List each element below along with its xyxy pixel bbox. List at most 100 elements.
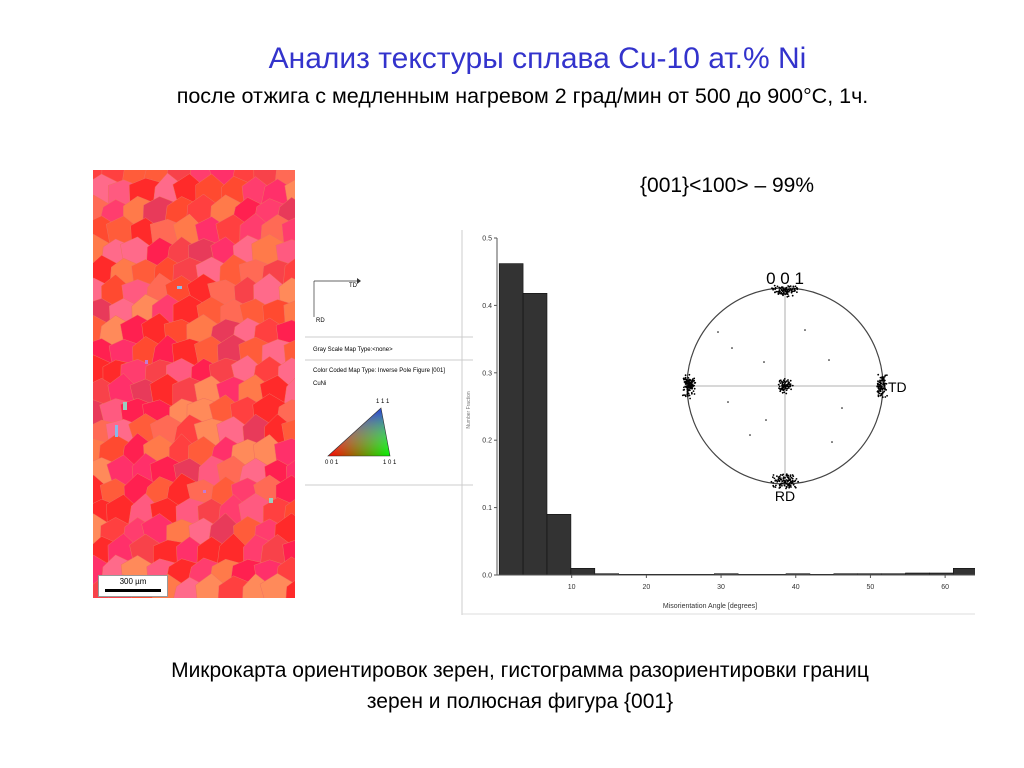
histogram-bar — [952, 567, 978, 576]
pole-point — [693, 393, 696, 395]
pole-point — [689, 378, 691, 381]
x-axis-label: Misorientation Angle [degrees] — [663, 603, 757, 610]
pole-point — [683, 386, 685, 389]
legend-graphic — [305, 278, 473, 486]
pole-point — [784, 477, 786, 479]
pole-point — [683, 378, 685, 381]
pole-point — [789, 484, 791, 487]
pole-point — [787, 381, 790, 383]
pole-point — [689, 386, 692, 388]
slide-caption: Микрокарта ориентировок зерен, гистограм… — [0, 655, 1024, 717]
pole-point — [783, 288, 785, 291]
pole-point — [877, 395, 880, 398]
pole-point — [687, 395, 689, 397]
pole-point — [778, 289, 781, 291]
histogram-bar — [546, 513, 572, 576]
pole-point — [841, 407, 843, 409]
pole-point — [785, 293, 787, 295]
x-tick-label: 50 — [867, 584, 875, 591]
pole-point — [783, 378, 786, 380]
pole-point — [781, 384, 784, 387]
pole-point — [785, 288, 788, 291]
y-tick-label: 0.1 — [482, 505, 492, 512]
pole-point — [777, 383, 780, 386]
slide-subtitle: после отжига с медленным нагревом 2 град… — [176, 84, 869, 108]
pole-point — [883, 381, 885, 383]
pole-point — [879, 379, 881, 382]
pole-point — [881, 396, 884, 399]
pole-point — [771, 287, 773, 289]
pole-point — [877, 387, 880, 390]
pole-figure-td-label: TD — [888, 379, 907, 395]
pole-point — [691, 386, 693, 389]
pole-point — [778, 477, 781, 479]
pole-point — [878, 392, 881, 395]
pole-point — [681, 394, 684, 397]
pole-point — [779, 484, 781, 487]
ipf-corner-101: 1 0 1 — [383, 460, 397, 466]
pole-point — [879, 382, 882, 385]
pole-point — [781, 387, 783, 390]
pole-point — [789, 288, 792, 290]
pole-point — [879, 388, 882, 391]
pole-point — [777, 293, 780, 295]
pole-point — [773, 284, 776, 287]
pole-point — [779, 477, 782, 479]
pole-point — [790, 486, 792, 488]
pole-point — [785, 286, 788, 289]
pole-point — [684, 395, 687, 398]
pole-point — [788, 285, 791, 288]
pole-point — [884, 388, 886, 391]
pole-point — [780, 478, 783, 481]
pole-point — [774, 486, 777, 488]
y-tick-label: 0.2 — [482, 438, 492, 445]
pole-point — [690, 384, 693, 387]
pole-point — [778, 290, 781, 293]
pole-point — [786, 293, 789, 296]
y-tick-label: 0.5 — [482, 236, 492, 243]
pole-point — [796, 291, 798, 294]
pole-point — [784, 387, 787, 390]
pole-point — [791, 474, 794, 476]
pole-point — [787, 379, 789, 381]
histogram-bar — [522, 292, 548, 576]
legend-rd-label: RD — [316, 318, 325, 324]
pole-point — [778, 286, 781, 289]
pole-point — [781, 484, 783, 487]
pole-point — [787, 288, 790, 291]
x-tick-label: 60 — [941, 584, 949, 591]
phase-name: CuNi — [313, 381, 327, 387]
pole-point — [783, 385, 786, 387]
texture-component-label: {001}<100> – 99% — [640, 174, 815, 197]
pole-point — [690, 382, 693, 385]
grain — [285, 580, 295, 598]
pole-point — [886, 394, 888, 397]
pole-point — [788, 383, 791, 386]
pole-point — [783, 293, 785, 295]
pole-point — [765, 419, 767, 421]
ipf-corner-111: 1 1 1 — [376, 399, 390, 405]
pole-figure-001: 0 0 1 TD RD — [681, 269, 907, 504]
pole-point — [883, 379, 885, 382]
minor-grain — [177, 286, 182, 289]
pole-point — [772, 288, 774, 291]
pole-point — [791, 384, 794, 387]
pole-point — [785, 473, 788, 476]
pole-point — [789, 475, 792, 478]
y-tick-label: 0.3 — [482, 370, 492, 377]
pole-point — [684, 376, 687, 379]
pole-point — [775, 484, 777, 487]
pole-point — [877, 380, 879, 383]
pole-point — [792, 285, 795, 288]
minor-grain — [203, 490, 206, 493]
pole-point — [881, 387, 884, 390]
pole-point — [789, 379, 792, 382]
ipf-corner-001: 0 0 1 — [325, 460, 339, 466]
pole-point — [785, 384, 788, 386]
histogram-bar — [498, 263, 524, 576]
pole-point — [878, 383, 881, 386]
pole-point — [794, 479, 797, 482]
pole-point — [749, 434, 751, 436]
pole-point — [785, 389, 788, 392]
scale-bar-line — [105, 589, 161, 592]
